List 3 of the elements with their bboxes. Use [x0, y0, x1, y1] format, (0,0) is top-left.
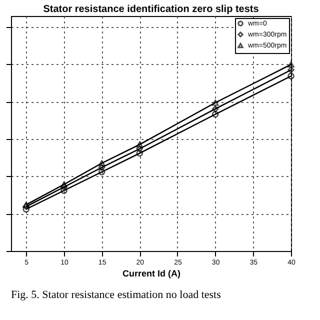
x-axis-title: Current Id (A) — [122, 268, 180, 278]
caption: Fig. 5. Stator resistance estimation no load tests — [11, 289, 221, 301]
chart-title: Stator resistance identification zero slip tests — [43, 4, 260, 15]
